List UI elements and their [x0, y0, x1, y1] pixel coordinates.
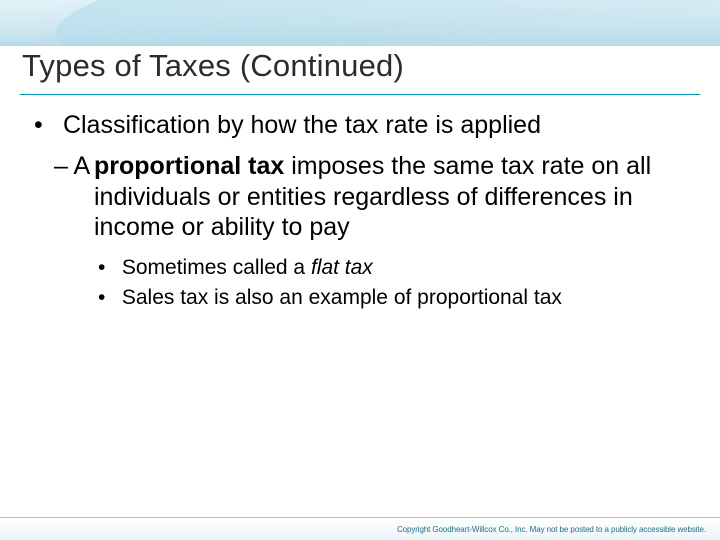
footer-line — [0, 517, 720, 518]
title-underline — [20, 94, 700, 95]
bullet-level-1: Classification by how the tax rate is ap… — [36, 110, 680, 141]
dash-icon: – A — [74, 151, 94, 182]
bullet-level-2: – A proportional tax imposes the same ta… — [74, 151, 680, 243]
slide-body: Classification by how the tax rate is ap… — [36, 110, 680, 315]
bullet-level-3: Sales tax is also an example of proporti… — [98, 285, 680, 311]
bullet-text: Sometimes called a — [122, 256, 311, 279]
copyright-text: Copyright Goodheart-Willcox Co., Inc. Ma… — [397, 525, 706, 534]
slide: Types of Taxes (Continued) Classificatio… — [0, 0, 720, 540]
header-swoosh — [46, 0, 720, 46]
term-proportional-tax: proportional tax — [94, 152, 284, 180]
bullet-level-3: Sometimes called a flat tax — [98, 255, 680, 281]
bullet-text: Classification by how the tax rate is ap… — [63, 111, 541, 139]
header-band — [0, 0, 720, 46]
term-flat-tax: flat tax — [311, 256, 373, 279]
slide-title: Types of Taxes (Continued) — [22, 48, 404, 84]
bullet-text: Sales tax is also an example of proporti… — [122, 286, 562, 309]
